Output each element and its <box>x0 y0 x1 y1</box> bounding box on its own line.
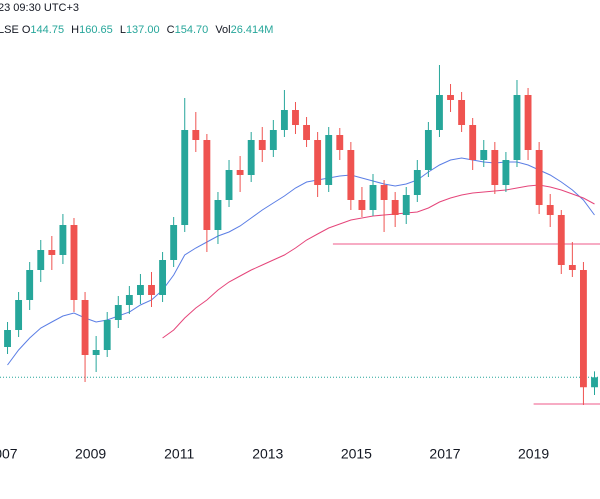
candle-body <box>413 170 421 195</box>
candle-body <box>579 270 587 388</box>
candle-body <box>26 270 34 300</box>
candle-body <box>170 225 178 260</box>
field-value: 144.75 <box>30 24 65 36</box>
candle-body <box>458 100 466 125</box>
candle-body <box>37 250 45 270</box>
field-label: O <box>21 24 31 36</box>
candle-body <box>369 185 377 210</box>
x-tick-label: 2015 <box>341 446 372 462</box>
candle-body <box>325 135 333 185</box>
candle-body <box>502 160 510 185</box>
time-axis-bg <box>0 440 600 499</box>
candle-body <box>203 140 211 230</box>
candle-body <box>247 140 255 175</box>
x-tick-label: 2011 <box>164 446 194 462</box>
candle-body <box>148 285 155 295</box>
candle-body <box>535 150 543 205</box>
candle-body <box>214 200 222 230</box>
candle-body <box>347 150 355 200</box>
candle-body <box>125 295 133 305</box>
field-value: 160.65 <box>79 24 113 36</box>
candle-body <box>114 305 122 320</box>
candle-body <box>92 350 100 355</box>
field-value: 26.414M <box>230 24 274 36</box>
candle-body <box>336 135 344 150</box>
header-ohlc: LSE O144.75 H160.65 L137.00 C154.70 Vol2… <box>0 24 277 36</box>
candle-body <box>136 285 144 295</box>
candle-body <box>513 95 521 160</box>
candle-body <box>48 250 56 255</box>
candle-body <box>225 170 233 200</box>
candle-body <box>181 130 189 225</box>
candle-body <box>103 320 111 350</box>
field-value: 154.70 <box>174 24 209 36</box>
field-value: 137.00 <box>125 24 160 36</box>
x-tick-label: 2013 <box>252 446 283 462</box>
candle-body <box>269 130 277 150</box>
moving-average <box>7 157 595 366</box>
field-label: C <box>166 24 175 36</box>
candle-body <box>469 125 477 160</box>
candle-body <box>314 140 322 185</box>
candle-body <box>380 185 388 200</box>
x-tick-label: 2017 <box>429 446 460 462</box>
candle-body <box>557 215 565 265</box>
candle-body <box>159 260 167 295</box>
x-tick-label: 2019 <box>518 446 549 462</box>
candle-body <box>491 150 499 185</box>
candle-body <box>81 300 89 355</box>
candle-body <box>258 140 266 150</box>
candle-body <box>402 195 410 215</box>
candle-body <box>480 150 488 160</box>
candle-body <box>358 200 366 210</box>
field-label: Vol <box>215 24 231 36</box>
x-tick-label: 2009 <box>75 446 106 462</box>
candle-body <box>292 110 299 125</box>
field-label: H <box>71 24 80 36</box>
field-label: L <box>119 24 126 36</box>
candle-body <box>280 110 288 130</box>
candle-body <box>591 377 598 388</box>
candle-body <box>303 125 310 140</box>
moving-average <box>162 184 595 339</box>
candle-body <box>391 200 399 215</box>
candle-body <box>236 170 244 175</box>
candle-body <box>59 225 67 255</box>
candle-body <box>192 130 200 140</box>
symbol: LSE <box>0 24 19 36</box>
candle-body <box>447 95 454 100</box>
candle-body <box>546 205 554 215</box>
candle-body <box>15 300 23 330</box>
x-tick-label: 2007 <box>0 446 18 462</box>
candle-body <box>436 95 443 130</box>
candle-body <box>424 130 432 170</box>
candle-body <box>4 330 11 347</box>
candle-body <box>70 225 78 300</box>
candle-body <box>568 265 576 270</box>
candle-body <box>524 95 532 150</box>
header-date: 23 09:30 UTC+3 <box>0 2 80 14</box>
